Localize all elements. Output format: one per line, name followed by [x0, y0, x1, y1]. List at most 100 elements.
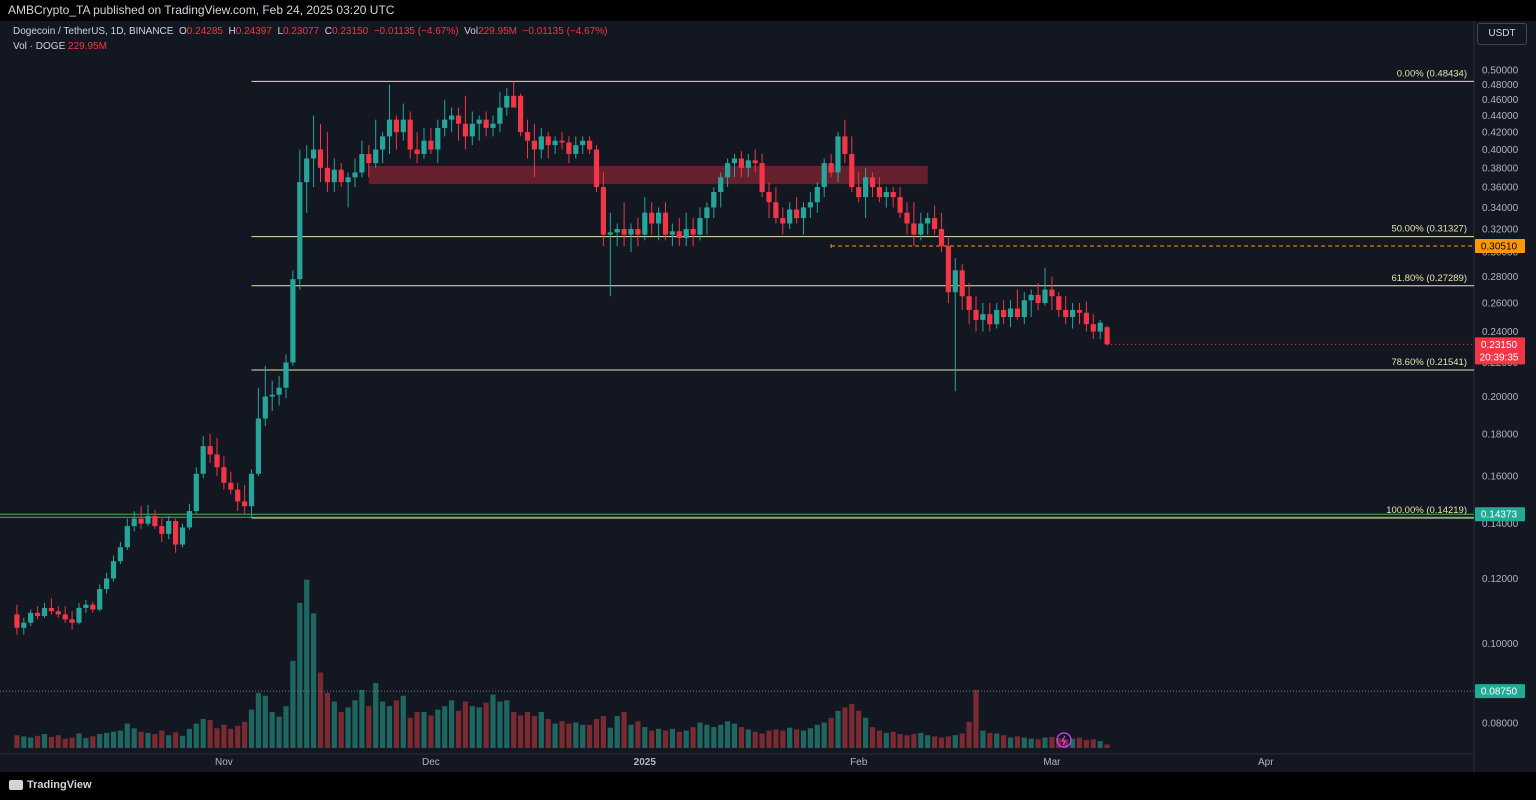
candle-body [580, 140, 586, 146]
volume-bar [21, 736, 27, 748]
candle-body [966, 296, 972, 310]
volume-bar [462, 701, 468, 748]
candle-body [1070, 309, 1076, 317]
volume-bar [124, 723, 130, 748]
volume-bar [214, 728, 220, 748]
candle-body [324, 167, 330, 183]
chart-pane[interactable]: 0.50000 0.48000 0.46000 0.44000 0.42000 0.400… [0, 21, 1536, 772]
candle-body [352, 172, 358, 178]
candle-body [152, 516, 158, 527]
volume-bar [483, 702, 489, 748]
volume-bar [759, 733, 765, 748]
candle-body [214, 454, 220, 468]
volume-bar [828, 717, 834, 748]
tradingview-logo[interactable]: TradingView [9, 779, 92, 791]
volume-bar [994, 733, 1000, 748]
price-tick-label: 0.44000 [1482, 111, 1519, 122]
price-tick-label: 0.46000 [1482, 95, 1519, 106]
candle-body [559, 140, 565, 143]
countdown-label: 20:39:35 [1480, 352, 1519, 363]
candle-body [587, 140, 593, 150]
volume-bar [669, 728, 675, 748]
volume-bar [662, 730, 669, 748]
candle-body [932, 218, 938, 230]
candle-body [435, 127, 441, 150]
currency-button[interactable]: USDT [1477, 23, 1527, 45]
candle-body [221, 467, 227, 483]
volume-bar [1049, 736, 1055, 748]
volume-bar [428, 715, 434, 748]
volume-bar [62, 738, 68, 748]
volume-bar [41, 734, 48, 748]
fib-level-label: 78.60% (0.21541) [1391, 357, 1467, 368]
volume-bar [725, 721, 731, 748]
volume-bar [952, 735, 958, 748]
volume-bar [304, 579, 310, 748]
volume-bar [773, 729, 779, 748]
candle-body [504, 95, 510, 108]
candle-body [1028, 294, 1034, 301]
candle-body [421, 140, 427, 154]
candle-body [566, 142, 572, 154]
volume-bar [890, 731, 896, 748]
volume-bar [1042, 737, 1048, 748]
volume-bar [469, 706, 475, 748]
candle-body [876, 187, 882, 198]
volume-bar [738, 727, 744, 748]
volume-bar [945, 736, 951, 748]
volume-bar [386, 706, 393, 748]
symbol-title[interactable]: Dogecoin / TetherUS, 1D, BINANCE [13, 26, 174, 37]
candle-body [1021, 300, 1027, 317]
candle-body [455, 115, 462, 124]
volume-bar [1104, 744, 1110, 748]
volume-bar [745, 729, 751, 748]
volume-bar [159, 730, 165, 748]
candle-body [642, 212, 648, 235]
volume-bar [580, 724, 586, 748]
volume-bar [110, 731, 117, 748]
candle-body [690, 229, 696, 235]
volume-bar [1090, 739, 1096, 748]
candle-body [179, 527, 186, 545]
volume-bar [14, 735, 20, 748]
candle-body [297, 182, 303, 280]
chart-canvas[interactable]: 0.50000 0.48000 0.46000 0.44000 0.42000 0.400… [0, 21, 1536, 772]
volume-bar [90, 736, 96, 748]
price-tick-label: 0.26000 [1482, 299, 1519, 310]
volume-legend-label[interactable]: Vol · DOGE [13, 41, 66, 52]
volume-bar [973, 689, 979, 748]
price-tick-label: 0.32000 [1482, 225, 1519, 236]
volume-bar [711, 727, 717, 748]
high-label: H [228, 26, 236, 37]
published-bar: AMBCrypto_TA published on TradingView.co… [0, 0, 1536, 21]
volume-bar [435, 709, 441, 748]
candle-body [683, 229, 689, 239]
candle-body [669, 231, 675, 235]
candle-body [311, 149, 317, 159]
volume-bar [766, 730, 772, 748]
price-tick-label: 0.20000 [1482, 392, 1519, 403]
volume-bar [242, 721, 248, 748]
candle-body [131, 518, 137, 527]
volume-bar [331, 701, 337, 748]
volume-bar [752, 731, 758, 748]
candle-body [428, 140, 434, 150]
candle-body [393, 119, 399, 133]
candle-body [476, 119, 482, 124]
price-tick-label: 0.34000 [1482, 203, 1519, 214]
candle-body [1007, 308, 1014, 317]
candle-body [780, 218, 786, 224]
volume-bar [531, 716, 537, 748]
price-tick-label: 0.12000 [1482, 574, 1519, 585]
volume-bar [262, 695, 268, 748]
candle-body [97, 589, 103, 610]
volume-bar [559, 721, 565, 748]
candle-body [711, 192, 717, 208]
candle-body [407, 119, 413, 150]
candle-body [573, 145, 579, 154]
candle-body [83, 604, 89, 608]
candle-body [228, 482, 234, 490]
price-level-box-label: 0.14373 [1481, 510, 1518, 521]
candle-body [62, 614, 68, 620]
candle-body [518, 95, 524, 133]
